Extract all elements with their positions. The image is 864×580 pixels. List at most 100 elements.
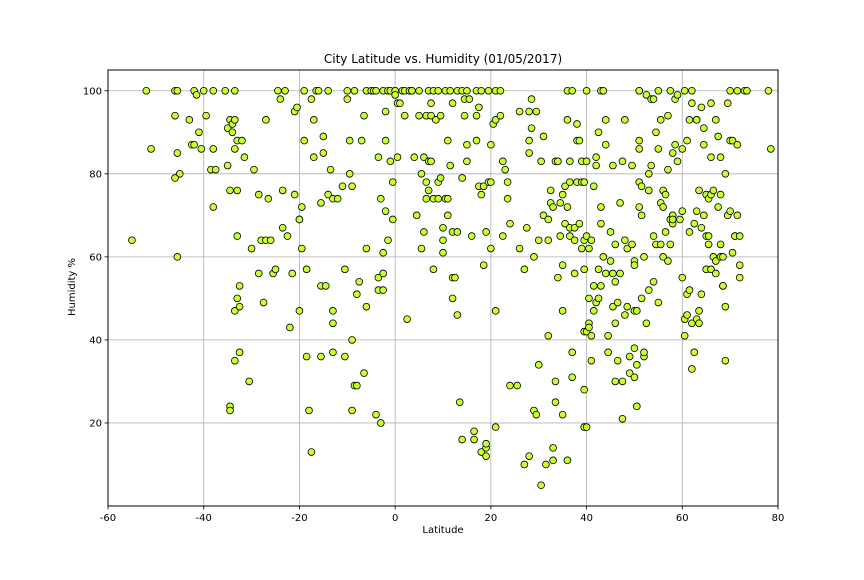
data-point (422, 194, 431, 203)
data-point (233, 294, 242, 303)
data-point (372, 86, 380, 95)
data-point (317, 352, 325, 361)
data-point (767, 145, 775, 153)
data-point (570, 223, 579, 232)
data-point (199, 86, 208, 95)
data-point (142, 86, 151, 95)
data-point (697, 223, 706, 232)
data-point (592, 161, 600, 170)
data-point (324, 190, 332, 199)
data-point (171, 174, 179, 182)
data-point (420, 228, 428, 236)
data-point (302, 352, 311, 361)
data-point (575, 136, 584, 145)
data-point (668, 149, 677, 157)
data-point (561, 182, 569, 191)
data-point (250, 165, 258, 174)
data-point (278, 186, 287, 195)
data-point (477, 86, 486, 95)
data-point (195, 128, 203, 137)
y-tick-label: 80 (89, 169, 102, 180)
data-point (558, 410, 567, 419)
data-point (424, 186, 433, 195)
data-point (386, 157, 395, 166)
data-point (482, 439, 490, 448)
data-point (147, 145, 155, 153)
data-point (202, 111, 210, 120)
data-point (666, 240, 675, 249)
data-point (470, 435, 478, 444)
data-point (326, 165, 335, 174)
data-point (585, 244, 593, 253)
data-point (412, 211, 421, 220)
data-point (479, 182, 488, 191)
data-point (563, 203, 572, 211)
data-point (391, 91, 399, 99)
data-point (290, 190, 299, 199)
data-point (649, 277, 658, 286)
data-point (551, 398, 560, 406)
data-point (264, 194, 273, 203)
data-point (556, 232, 565, 240)
data-point (408, 86, 416, 95)
data-point (499, 232, 507, 240)
data-point (633, 361, 641, 369)
ticks: -60 -40 -20 0 20 40 60 80 20 40 60 80 100 (83, 86, 784, 524)
data-point (491, 307, 500, 315)
data-point (733, 211, 742, 220)
data-point (611, 277, 620, 286)
data-point (606, 228, 615, 236)
x-tick-label: 0 (392, 513, 398, 524)
data-point (491, 423, 500, 431)
data-point (231, 307, 239, 315)
data-point (721, 356, 730, 365)
data-point (680, 331, 689, 340)
data-point (695, 319, 703, 328)
data-point (673, 157, 682, 166)
data-point (487, 178, 495, 186)
data-point (259, 298, 268, 307)
data-point (580, 265, 588, 274)
data-point (235, 348, 244, 357)
data-point (353, 381, 361, 390)
data-point (735, 273, 744, 282)
data-point (635, 86, 644, 95)
y-tick-label: 20 (89, 418, 102, 429)
data-point (575, 219, 584, 228)
data-point (599, 86, 608, 95)
data-point (513, 381, 521, 390)
data-point (659, 253, 667, 261)
x-tick-label: -40 (196, 513, 212, 524)
data-point (453, 311, 462, 319)
data-point (381, 207, 390, 215)
data-point (716, 190, 725, 199)
data-point (393, 153, 402, 162)
data-point (295, 215, 304, 224)
data-point (644, 170, 653, 178)
data-point (652, 128, 660, 137)
data-point (266, 236, 275, 245)
data-point (764, 86, 773, 95)
data-point (558, 190, 567, 199)
data-point (446, 86, 454, 95)
data-point (231, 86, 239, 95)
data-point (329, 307, 337, 315)
data-point (436, 111, 445, 120)
data-point (716, 240, 725, 249)
data-point (417, 170, 426, 178)
data-point (439, 223, 447, 232)
data-point (329, 319, 337, 328)
data-point (192, 91, 201, 99)
data-point (594, 128, 603, 137)
data-point (700, 124, 708, 132)
data-point (345, 170, 354, 178)
data-point (532, 107, 541, 116)
data-point (475, 103, 483, 112)
data-point (719, 253, 727, 261)
data-point (534, 236, 543, 245)
data-point (566, 232, 574, 240)
data-point (410, 153, 419, 162)
data-point (233, 186, 242, 195)
data-point (633, 307, 641, 315)
y-axis-label: Humidity % (67, 258, 78, 316)
